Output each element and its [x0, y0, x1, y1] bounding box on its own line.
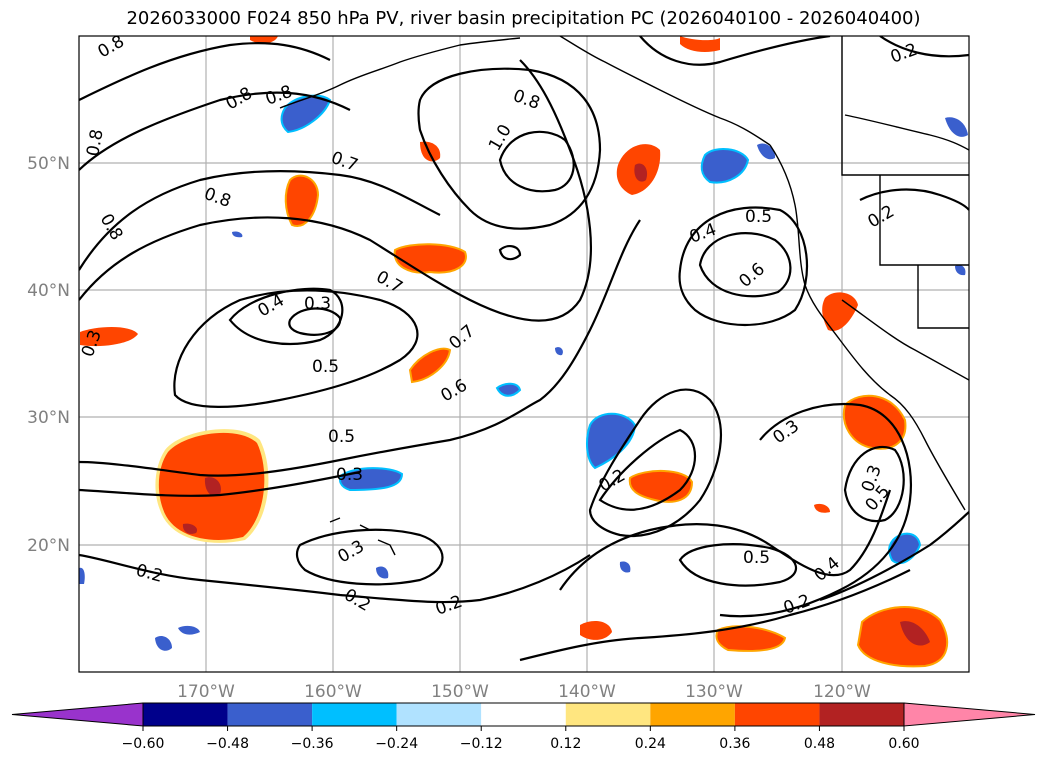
longitude-labels: 170°W 160°W 150°W 140°W 130°W 120°W	[177, 682, 871, 702]
colorbar-tick-label: 0.60	[888, 736, 919, 752]
lat-label: 30°N	[27, 408, 70, 428]
latitude-labels: 50°N 40°N 30°N 20°N	[27, 154, 70, 556]
coastlines	[279, 36, 969, 556]
lon-label: 150°W	[431, 682, 489, 702]
map-frame	[78, 35, 970, 673]
colorbar-segment	[481, 703, 566, 726]
map-panel	[79, 36, 969, 672]
colorbar-tick-label: −0.24	[375, 736, 418, 752]
colorbar-tick-label: −0.12	[460, 736, 503, 752]
lon-label: 170°W	[177, 682, 235, 702]
lat-label: 40°N	[27, 281, 70, 301]
contour-label: 0.5	[745, 207, 772, 227]
gridlines	[79, 36, 969, 672]
contour-label: 0.5	[312, 357, 339, 377]
colorbar-tick-label: 0.36	[719, 736, 750, 752]
contour-label: 0.5	[328, 427, 355, 447]
colorbar-tick-label: 0.24	[635, 736, 666, 752]
colorbar-tick-label: −0.36	[291, 736, 334, 752]
colorbar-tick-label: 0.12	[550, 736, 581, 752]
colorbar-segment	[227, 703, 313, 726]
lon-label: 120°W	[813, 682, 871, 702]
colorbar-extend-high	[903, 702, 1036, 727]
colorbar-extend-low	[11, 702, 144, 727]
colorbar-segment	[734, 703, 820, 726]
colorbar: −0.60 −0.48 −0.36 −0.24 −0.12 0.12 0.24 0.36 0.4…	[11, 702, 1036, 752]
pv-contours	[79, 36, 969, 662]
lon-label: 140°W	[558, 682, 616, 702]
map-title: 2026033000 F024 850 hPa PV, river basin …	[126, 8, 921, 29]
lat-label: 20°N	[27, 536, 70, 556]
lon-label: 130°W	[685, 682, 743, 702]
contour-label: 0.3	[304, 294, 331, 314]
contour-label: 0.5	[743, 548, 770, 568]
colorbar-tick-label: −0.60	[122, 736, 165, 752]
lon-label: 160°W	[304, 682, 362, 702]
colorbar-segment	[143, 703, 228, 726]
contour-label: 0.8	[83, 128, 107, 158]
colorbar-segment	[819, 703, 904, 726]
colorbar-segment	[565, 703, 651, 726]
colorbar-tick-label: −0.48	[206, 736, 249, 752]
colorbar-tick-label: 0.48	[804, 736, 835, 752]
precip-anomaly-patches	[79, 36, 968, 668]
colorbar-segment	[396, 703, 482, 726]
colorbar-frame	[142, 702, 905, 727]
colorbar-segment	[312, 703, 397, 726]
contour-label: 0.3	[336, 465, 363, 485]
colorbar-segment	[650, 703, 735, 726]
lat-label: 50°N	[27, 154, 70, 174]
